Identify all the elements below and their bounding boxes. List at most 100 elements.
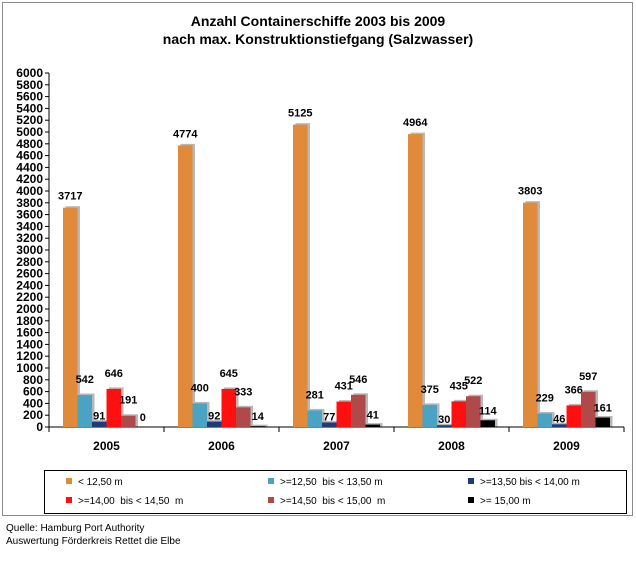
bar: [63, 207, 78, 427]
legend-swatch: [268, 478, 274, 484]
x-tick-label: 2007: [323, 439, 350, 453]
y-tick-label: 1800: [16, 314, 43, 328]
y-tick-label: 1200: [16, 349, 43, 363]
bar: [307, 410, 322, 427]
y-tick-label: 6000: [16, 66, 43, 80]
chart-frame: [2, 2, 633, 516]
bar: [293, 124, 308, 427]
chart-subtitle: nach max. Konstruktionstiefgang (Salzwas…: [162, 31, 474, 47]
legend-label: >=13,50 bis < 14,00 m: [480, 477, 580, 488]
y-tick-label: 3400: [16, 219, 43, 233]
legend: [44, 470, 627, 514]
bar: [365, 424, 380, 427]
bar: [351, 394, 366, 427]
y-tick-label: 0: [36, 420, 43, 434]
legend-items: < 12,50 m >=12,50 bis < 13,50 m >=13,50 bi…: [66, 477, 580, 507]
source-line: Auswertung Förderkreis Rettet die Elbe: [6, 536, 181, 547]
y-tick-label: 1600: [16, 326, 43, 340]
legend-swatch: [468, 497, 474, 503]
data-label: 366: [565, 384, 583, 396]
y-tick-label: 3600: [16, 208, 43, 222]
bar: [92, 421, 107, 427]
bar: [192, 403, 207, 427]
data-label: 400: [191, 382, 209, 394]
y-tick-label: 4400: [16, 160, 43, 174]
bar: [178, 145, 193, 428]
y-tick-label: 400: [23, 396, 43, 410]
bar: [236, 407, 251, 427]
y-tick-label: 5000: [16, 125, 43, 139]
data-label: 431: [335, 381, 353, 393]
bar: [221, 388, 236, 427]
data-label: 46: [553, 413, 565, 425]
data-label: 645: [220, 368, 238, 380]
data-label: 281: [306, 389, 324, 401]
bar: [451, 401, 466, 427]
bar: [422, 404, 437, 427]
y-tick-label: 4800: [16, 137, 43, 151]
legend-label: >= 15,00 m: [480, 496, 531, 507]
data-label: 30: [438, 414, 450, 426]
data-label: 597: [579, 371, 597, 383]
chart-title: Anzahl Containerschiffe 2003 bis 2009: [190, 13, 446, 29]
legend-swatch: [66, 478, 72, 484]
y-tick-label: 4200: [16, 172, 43, 186]
y-tick-label: 2400: [16, 278, 43, 292]
data-label: 0: [140, 412, 146, 424]
y-tick-label: 3000: [16, 243, 43, 257]
y-tick-label: 4600: [16, 149, 43, 163]
data-label: 646: [105, 368, 123, 380]
data-label: 3717: [58, 191, 82, 203]
data-label: 5125: [288, 108, 312, 120]
data-label: 4964: [403, 117, 428, 129]
y-tick-label: 5600: [16, 90, 43, 104]
bar: [523, 202, 538, 427]
y-tick-label: 2800: [16, 255, 43, 269]
legend-label: >=12,50 bis < 13,50 m: [280, 477, 383, 488]
bar: [250, 426, 265, 427]
bar: [207, 421, 222, 427]
bar: [322, 422, 337, 427]
data-label: 92: [208, 411, 220, 423]
bar: [480, 420, 495, 427]
data-label: 375: [421, 384, 439, 396]
bar: [566, 405, 581, 427]
data-label: 3803: [518, 186, 542, 198]
bar: [581, 391, 596, 427]
bar: [106, 388, 121, 427]
x-tick-label: 2006: [208, 439, 235, 453]
y-tick-label: 3200: [16, 231, 43, 245]
y-tick-label: 2600: [16, 267, 43, 281]
y-tick-label: 5400: [16, 101, 43, 115]
y-tick-label: 200: [23, 408, 43, 422]
data-label: 542: [76, 374, 94, 386]
bar: [466, 396, 481, 427]
data-label: 435: [450, 380, 468, 392]
y-tick-label: 2200: [16, 290, 43, 304]
legend-swatch: [268, 497, 274, 503]
legend-swatch: [468, 478, 474, 484]
source-line: Quelle: Hamburg Port Authority: [6, 523, 145, 534]
data-label: 191: [119, 395, 137, 407]
data-label: 41: [367, 410, 379, 422]
y-tick-label: 4000: [16, 184, 43, 198]
data-label: 161: [594, 403, 612, 415]
y-tick-label: 1400: [16, 337, 43, 351]
bar: [552, 424, 567, 427]
bar-shadow: [253, 424, 268, 427]
bar: [77, 395, 92, 427]
data-label: 333: [234, 386, 252, 398]
data-label: 91: [93, 411, 105, 423]
bar: [336, 401, 351, 427]
y-tick-label: 800: [23, 373, 43, 387]
legend-label: < 12,50 m: [78, 477, 123, 488]
y-tick-label: 5200: [16, 113, 43, 127]
chart-plot: 0200400600800100012001400160018002000220…: [16, 66, 625, 453]
data-label: 77: [323, 411, 335, 423]
legend-swatch: [66, 497, 72, 503]
bar: [537, 413, 552, 427]
x-tick-label: 2005: [93, 439, 120, 453]
y-tick-label: 1000: [16, 361, 43, 375]
legend-label: >=14,00 bis < 14,50 m: [78, 496, 183, 507]
